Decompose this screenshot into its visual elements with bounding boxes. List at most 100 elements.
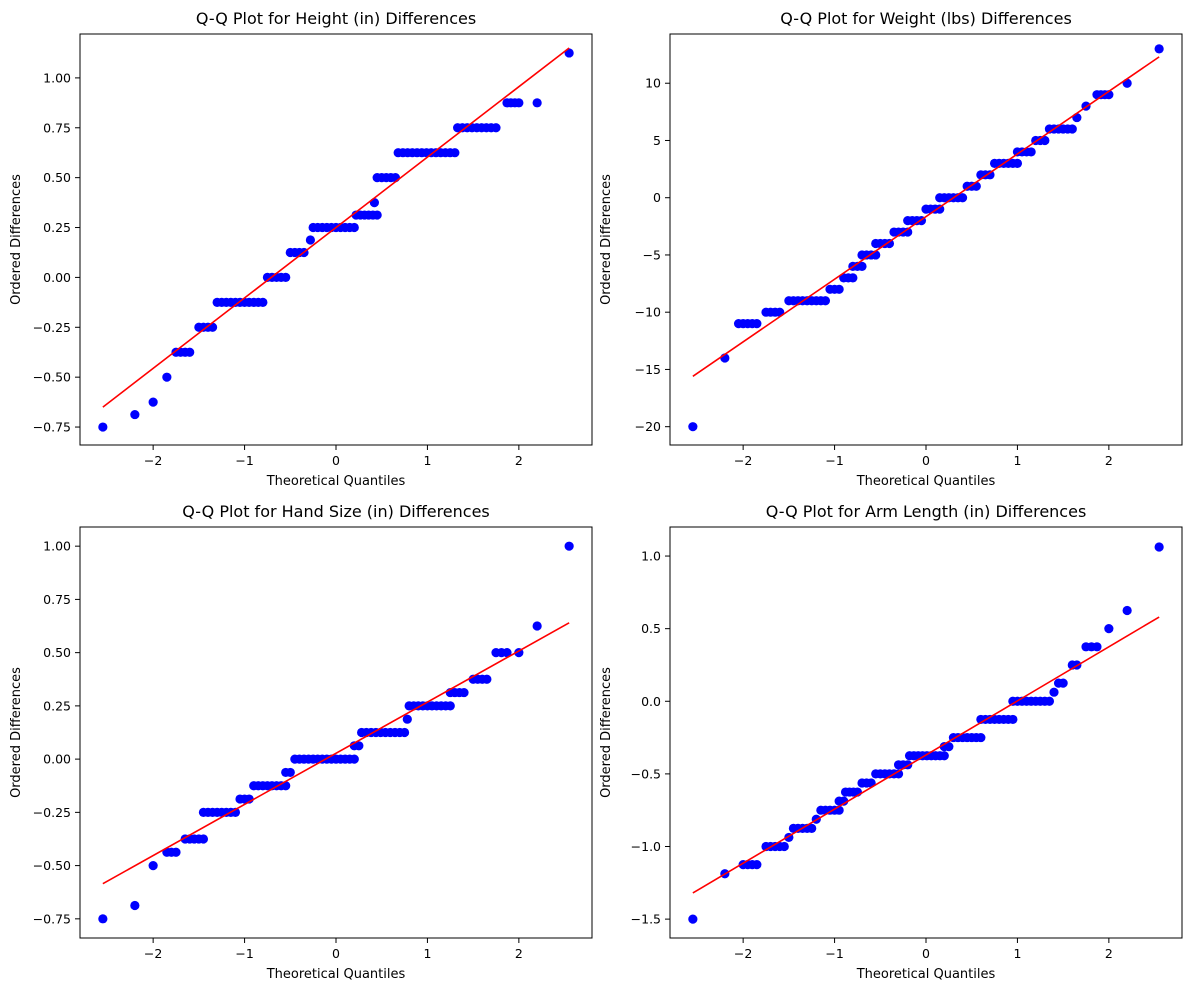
data-point	[564, 541, 574, 551]
data-point	[1044, 696, 1055, 706]
data-point	[281, 272, 291, 283]
plot-area	[79, 33, 593, 446]
qq-plot-arm-length: Q-Q Plot for Arm Length (in) Differences…	[599, 502, 1183, 982]
x-tick-label: 1	[423, 946, 431, 961]
x-axis-label: Theoretical Quantiles	[856, 474, 996, 489]
y-tick-label: −1.5	[631, 912, 661, 927]
data-point	[148, 397, 158, 407]
x-tick-label: −1	[825, 946, 843, 961]
x-tick-label: −1	[825, 453, 843, 468]
axes-frame	[79, 526, 593, 939]
data-point	[1072, 112, 1082, 123]
y-tick-label: 0.75	[43, 120, 71, 135]
y-tick-label: 0.5	[641, 621, 661, 636]
x-tick-label: −2	[734, 453, 752, 468]
axes-frame	[669, 526, 1183, 939]
x-axis-label: Theoretical Quantiles	[266, 474, 406, 489]
chart-title: Q-Q Plot for Hand Size (in) Differences	[182, 502, 490, 521]
y-axis-label: Ordered Differences	[599, 174, 614, 305]
y-tick-label: 5	[653, 133, 661, 148]
x-tick-label: −2	[734, 946, 752, 961]
fit-line	[692, 56, 1160, 377]
y-tick-label: 1.00	[43, 70, 71, 85]
x-tick-label: −2	[144, 453, 162, 468]
y-tick-label: −0.50	[33, 370, 71, 385]
y-tick-label: 0.00	[43, 270, 71, 285]
data-point	[848, 273, 858, 283]
data-point	[688, 422, 698, 432]
data-point	[482, 674, 492, 684]
data-point	[532, 621, 542, 631]
data-point	[1049, 687, 1059, 697]
data-point	[1067, 124, 1077, 134]
data-point	[285, 767, 295, 778]
y-tick-label: 0	[653, 190, 661, 205]
data-point	[893, 769, 904, 779]
data-point	[399, 727, 410, 738]
y-tick-label: 0.75	[43, 592, 71, 607]
x-tick-label: 2	[1105, 946, 1113, 961]
y-tick-label: 0.25	[43, 698, 71, 713]
data-point	[1026, 147, 1036, 157]
x-tick-label: 1	[423, 453, 431, 468]
y-axis-label: Ordered Differences	[9, 174, 24, 305]
data-point	[502, 648, 512, 658]
y-tick-label: −0.75	[33, 420, 71, 435]
plot-area	[79, 526, 593, 939]
data-point	[752, 860, 762, 870]
data-point	[1154, 542, 1164, 552]
qq-plot-weight: Q-Q Plot for Weight (lbs) Differences Th…	[599, 9, 1183, 489]
data-point	[1122, 605, 1132, 616]
data-point	[372, 210, 382, 220]
x-tick-label: 2	[1105, 453, 1113, 468]
fit-line	[102, 47, 570, 408]
data-point	[1092, 642, 1102, 652]
y-tick-label: −0.50	[33, 858, 71, 873]
data-point	[349, 222, 359, 233]
data-point	[450, 148, 460, 158]
y-tick-label: 1.00	[43, 539, 71, 554]
data-point	[1122, 78, 1132, 88]
data-point	[459, 687, 469, 698]
data-point	[834, 284, 844, 294]
data-point	[532, 98, 542, 108]
data-point	[491, 123, 501, 133]
y-axis-label: Ordered Differences	[9, 667, 24, 798]
x-tick-label: 0	[332, 946, 340, 961]
data-point	[162, 372, 172, 382]
chart-title: Q-Q Plot for Height (in) Differences	[196, 9, 476, 28]
axes-frame	[79, 33, 593, 446]
y-tick-label: 0.50	[43, 645, 71, 660]
data-point	[98, 914, 108, 924]
x-tick-label: 0	[922, 453, 930, 468]
x-tick-label: 1	[1013, 946, 1021, 961]
data-point	[369, 197, 379, 208]
y-tick-label: 0.50	[43, 170, 71, 185]
y-tick-label: 0.00	[43, 752, 71, 767]
x-axis-label: Theoretical Quantiles	[856, 967, 996, 982]
data-point	[1012, 158, 1023, 168]
data-point	[1104, 624, 1114, 634]
data-point	[935, 204, 945, 214]
y-tick-label: −20	[635, 419, 661, 434]
data-point	[779, 841, 789, 852]
plot-area	[669, 526, 1183, 939]
y-tick-label: 10	[645, 76, 661, 91]
plot-area	[669, 33, 1183, 446]
fit-line	[102, 622, 570, 885]
data-point	[839, 796, 849, 806]
qq-plot-hand-size: Q-Q Plot for Hand Size (in) Differences …	[9, 502, 593, 982]
axis-ticks: −2 −1 0 1 2 −0.75 −0.50 −0.25 0.00 0.25 0.50 0.75 1.…	[33, 70, 523, 468]
x-tick-label: −2	[144, 946, 162, 961]
data-point	[1154, 44, 1164, 54]
y-tick-label: −15	[635, 362, 661, 377]
data-point	[807, 823, 817, 833]
data-point	[1040, 135, 1050, 146]
y-axis-label: Ordered Differences	[599, 667, 614, 798]
data-point	[884, 238, 895, 249]
data-point	[857, 261, 867, 272]
y-tick-label: −0.75	[33, 911, 71, 926]
data-point	[976, 732, 986, 743]
data-point	[939, 751, 949, 761]
